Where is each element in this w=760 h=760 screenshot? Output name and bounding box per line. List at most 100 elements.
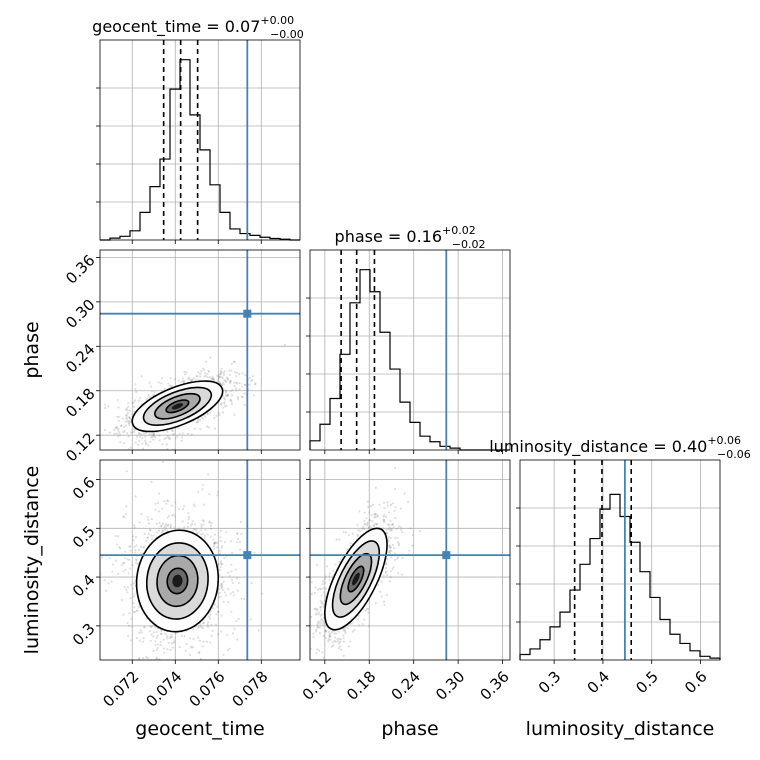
scatter-point: [209, 613, 212, 616]
scatter-point: [169, 648, 172, 651]
scatter-point: [322, 580, 325, 583]
scatter-point: [209, 535, 212, 538]
scatter-point: [149, 529, 152, 532]
scatter-point: [319, 632, 322, 635]
scatter-point: [411, 544, 414, 547]
scatter-point: [129, 446, 132, 449]
scatter-point: [133, 545, 136, 548]
scatter-point: [122, 613, 125, 616]
scatter-point: [338, 637, 341, 640]
scatter-point: [182, 381, 185, 384]
scatter-point: [166, 516, 169, 519]
scatter-point: [211, 376, 214, 379]
scatter-point: [133, 606, 136, 609]
x-tick-label: 0.078: [228, 668, 271, 711]
scatter-point: [138, 432, 141, 435]
scatter-point: [228, 373, 231, 376]
scatter-point: [189, 637, 192, 640]
scatter-point: [158, 434, 161, 437]
scatter-point: [202, 503, 205, 506]
scatter-point: [154, 640, 157, 643]
scatter-point: [382, 501, 385, 504]
scatter-point: [221, 411, 225, 414]
scatter-point: [135, 558, 138, 561]
scatter-point: [134, 495, 137, 498]
scatter-point: [229, 380, 232, 383]
scatter-point: [250, 379, 253, 382]
scatter-point: [190, 645, 193, 648]
scatter-point: [193, 427, 196, 430]
scatter-point: [199, 372, 202, 375]
scatter-point: [362, 525, 365, 529]
scatter-point: [143, 626, 146, 629]
scatter-point: [145, 656, 148, 659]
scatter-point: [385, 528, 388, 531]
scatter-point: [182, 380, 185, 383]
scatter-point: [207, 369, 210, 372]
scatter-point: [230, 563, 233, 566]
scatter-point: [324, 637, 327, 640]
scatter-point: [200, 533, 203, 536]
scatter-point: [318, 626, 321, 629]
scatter-point: [244, 374, 247, 377]
scatter-point: [393, 509, 396, 512]
scatter-point: [128, 409, 131, 412]
scatter-point: [220, 367, 223, 370]
scatter-point: [384, 566, 388, 570]
scatter-point: [337, 640, 340, 643]
scatter-point: [124, 513, 128, 516]
scatter-point: [329, 635, 332, 638]
scatter-point: [340, 648, 343, 651]
scatter-point: [136, 609, 139, 612]
scatter-point: [366, 521, 369, 525]
density-layer: [103, 343, 286, 464]
scatter-point: [201, 488, 204, 491]
density-panel-phase-vs-luminosity-distance: [306, 459, 511, 664]
scatter-point: [243, 383, 246, 386]
scatter-point: [224, 394, 227, 397]
scatter-point: [226, 633, 229, 637]
scatter-point: [323, 581, 327, 585]
scatter-point: [196, 421, 199, 424]
scatter-point: [237, 581, 240, 585]
contour-line: [324, 527, 388, 631]
scatter-point: [322, 605, 325, 608]
scatter-point: [192, 628, 195, 631]
scatter-point: [126, 621, 129, 625]
scatter-point: [222, 653, 225, 656]
scatter-point: [229, 540, 233, 543]
scatter-point: [220, 370, 223, 373]
scatter-point: [210, 378, 213, 381]
scatter-point: [315, 652, 318, 655]
scatter-point: [213, 416, 216, 420]
scatter-point: [386, 557, 389, 561]
hist-panel-geocent-time: [96, 39, 301, 244]
scatter-point: [149, 639, 152, 643]
scatter-point: [207, 621, 210, 624]
scatter-point: [123, 516, 126, 519]
scatter-point: [361, 623, 364, 626]
scatter-point: [307, 606, 309, 608]
density-layer: [100, 461, 263, 660]
scatter-point: [407, 500, 410, 504]
scatter-point: [173, 640, 176, 643]
scatter-point: [147, 393, 150, 396]
scatter-point: [225, 594, 228, 597]
scatter-point: [319, 622, 322, 626]
scatter-point: [219, 381, 222, 384]
xlabel-phase: phase: [381, 718, 438, 740]
scatter-point: [108, 557, 111, 560]
scatter-point: [140, 375, 143, 378]
scatter-point: [130, 639, 133, 642]
scatter-point: [375, 523, 378, 526]
scatter-point: [132, 610, 136, 614]
scatter-point: [170, 385, 173, 388]
scatter-point: [151, 624, 154, 628]
scatter-point: [394, 536, 397, 540]
scatter-point: [197, 651, 200, 655]
scatter-point: [203, 537, 206, 540]
scatter-point: [116, 462, 118, 464]
scatter-point: [155, 648, 158, 652]
scatter-point: [122, 561, 125, 564]
scatter-point: [173, 527, 176, 530]
